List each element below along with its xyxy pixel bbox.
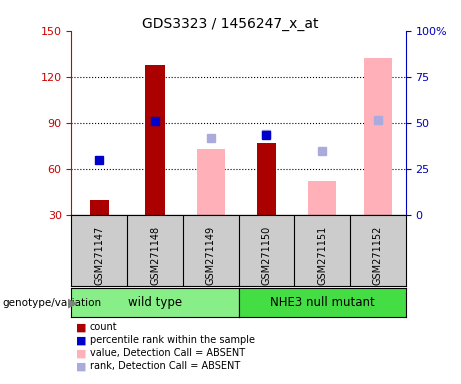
Text: ■: ■ [76,322,87,332]
Text: ■: ■ [76,348,87,358]
Text: GSM271147: GSM271147 [95,226,104,285]
Text: GSM271152: GSM271152 [373,226,383,285]
Text: GSM271149: GSM271149 [206,226,216,285]
Text: GSM271151: GSM271151 [317,226,327,285]
Bar [257,143,276,215]
Text: ■: ■ [76,335,87,345]
Bar [308,181,336,215]
Text: NHE3 null mutant: NHE3 null mutant [270,296,374,309]
Text: percentile rank within the sample: percentile rank within the sample [90,335,255,345]
Text: GSM271148: GSM271148 [150,226,160,285]
Text: value, Detection Call = ABSENT: value, Detection Call = ABSENT [90,348,245,358]
Bar [145,65,165,215]
Text: wild type: wild type [128,296,182,309]
Bar [364,58,392,215]
Text: genotype/variation: genotype/variation [2,298,101,308]
Bar [89,200,109,215]
Text: GDS3323 / 1456247_x_at: GDS3323 / 1456247_x_at [142,17,319,31]
Bar [197,149,225,215]
Text: GSM271150: GSM271150 [261,226,272,285]
Text: rank, Detection Call = ABSENT: rank, Detection Call = ABSENT [90,361,240,371]
Text: ▶: ▶ [68,296,78,309]
Text: count: count [90,322,118,332]
Text: ■: ■ [76,361,87,371]
